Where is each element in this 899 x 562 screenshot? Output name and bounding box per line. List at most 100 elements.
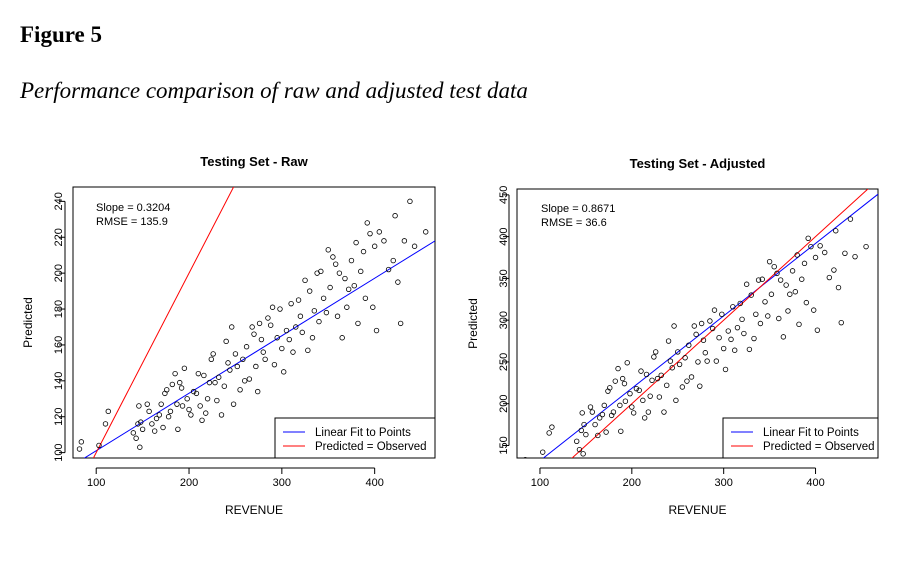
data-point bbox=[610, 409, 617, 415]
data-point bbox=[325, 247, 331, 253]
data-point bbox=[160, 424, 166, 431]
data-point bbox=[641, 415, 648, 421]
data-point bbox=[774, 270, 780, 277]
data-point bbox=[686, 342, 692, 348]
identity-line bbox=[571, 189, 869, 458]
data-point bbox=[156, 412, 163, 418]
data-point bbox=[654, 375, 661, 382]
data-point bbox=[295, 297, 302, 303]
data-point bbox=[682, 355, 688, 361]
data-point bbox=[146, 408, 152, 415]
data-point bbox=[812, 254, 819, 261]
data-point bbox=[255, 388, 261, 395]
data-point bbox=[230, 401, 237, 407]
data-point bbox=[762, 299, 768, 305]
data-point bbox=[725, 328, 731, 334]
data-point bbox=[523, 456, 528, 458]
data-point bbox=[757, 320, 764, 327]
data-point bbox=[803, 299, 810, 306]
y-tick-label: 100 bbox=[53, 443, 65, 461]
reference-lines bbox=[83, 187, 435, 458]
data-point bbox=[630, 410, 637, 416]
data-point bbox=[780, 334, 787, 340]
rmse-annotation: RMSE = 135.9 bbox=[96, 216, 168, 228]
data-point bbox=[105, 408, 111, 415]
data-point bbox=[385, 266, 392, 273]
data-point bbox=[423, 229, 429, 235]
figure-caption: Performance comparison of raw and adjust… bbox=[20, 78, 528, 103]
data-point bbox=[158, 401, 164, 407]
legend-label: Predicted = Observed bbox=[315, 441, 427, 453]
data-point bbox=[181, 365, 188, 371]
data-point bbox=[135, 421, 141, 427]
data-point bbox=[578, 427, 585, 434]
data-point bbox=[283, 327, 290, 334]
data-point bbox=[327, 284, 333, 291]
data-point bbox=[743, 281, 750, 287]
data-point bbox=[246, 376, 253, 382]
data-point bbox=[709, 325, 716, 332]
data-point bbox=[722, 366, 729, 373]
data-point bbox=[271, 361, 278, 368]
data-point bbox=[164, 387, 170, 393]
data-point bbox=[339, 335, 345, 341]
data-point bbox=[776, 315, 782, 322]
data-point bbox=[253, 363, 259, 370]
data-point bbox=[376, 229, 383, 235]
data-point bbox=[805, 235, 811, 241]
data-point bbox=[208, 356, 215, 362]
data-point bbox=[783, 282, 789, 288]
rmse-annotation: RMSE = 36.6 bbox=[541, 217, 607, 229]
data-point bbox=[392, 213, 398, 219]
data-point bbox=[618, 428, 624, 434]
data-point bbox=[336, 270, 343, 276]
data-point bbox=[216, 374, 222, 380]
data-point bbox=[167, 408, 174, 415]
x-axis-label: REVENUE bbox=[225, 503, 283, 517]
data-point bbox=[691, 323, 697, 329]
data-point bbox=[755, 277, 762, 283]
data-point bbox=[288, 300, 294, 307]
data-point bbox=[647, 393, 653, 399]
data-point bbox=[673, 397, 679, 404]
x-tick-label: 200 bbox=[180, 477, 198, 489]
chart-raw: Testing Set - Raw 100 200 300 400 REVENUE 100 1… bbox=[21, 154, 436, 517]
data-point bbox=[643, 371, 650, 378]
identity-line bbox=[92, 187, 235, 458]
data-point bbox=[370, 304, 376, 310]
chart-adjusted: Testing Set - Adjusted 100 200 300 400 REVENU… bbox=[466, 156, 879, 517]
data-point bbox=[188, 412, 194, 418]
y-tick-label: 300 bbox=[498, 311, 510, 329]
legend-label: Linear Fit to Points bbox=[763, 427, 859, 439]
data-point bbox=[847, 216, 854, 222]
data-point bbox=[364, 220, 370, 226]
y-tick-label: 180 bbox=[53, 300, 65, 318]
data-point bbox=[249, 324, 255, 330]
data-point bbox=[293, 324, 299, 330]
data-point bbox=[549, 424, 555, 430]
data-point bbox=[713, 358, 720, 364]
data-point bbox=[225, 360, 231, 366]
data-point bbox=[675, 349, 681, 355]
data-point bbox=[667, 358, 674, 364]
data-point bbox=[704, 358, 710, 364]
data-point bbox=[833, 228, 839, 234]
data-point bbox=[826, 274, 833, 281]
data-point bbox=[240, 356, 246, 362]
y-tick-label: 240 bbox=[53, 192, 65, 210]
y-tick-label: 200 bbox=[498, 395, 510, 413]
slope-annotation: Slope = 0.8671 bbox=[541, 203, 615, 215]
data-point bbox=[306, 288, 313, 294]
x-axis-label: REVENUE bbox=[668, 503, 726, 517]
data-point bbox=[785, 308, 791, 314]
data-point bbox=[260, 349, 266, 355]
data-point bbox=[720, 345, 727, 352]
data-point bbox=[251, 331, 257, 337]
data-point bbox=[355, 320, 361, 327]
data-point bbox=[581, 421, 587, 428]
data-point bbox=[684, 378, 690, 384]
data-point bbox=[139, 426, 146, 432]
data-point bbox=[193, 390, 200, 397]
data-point bbox=[589, 409, 596, 415]
data-point bbox=[759, 276, 765, 282]
